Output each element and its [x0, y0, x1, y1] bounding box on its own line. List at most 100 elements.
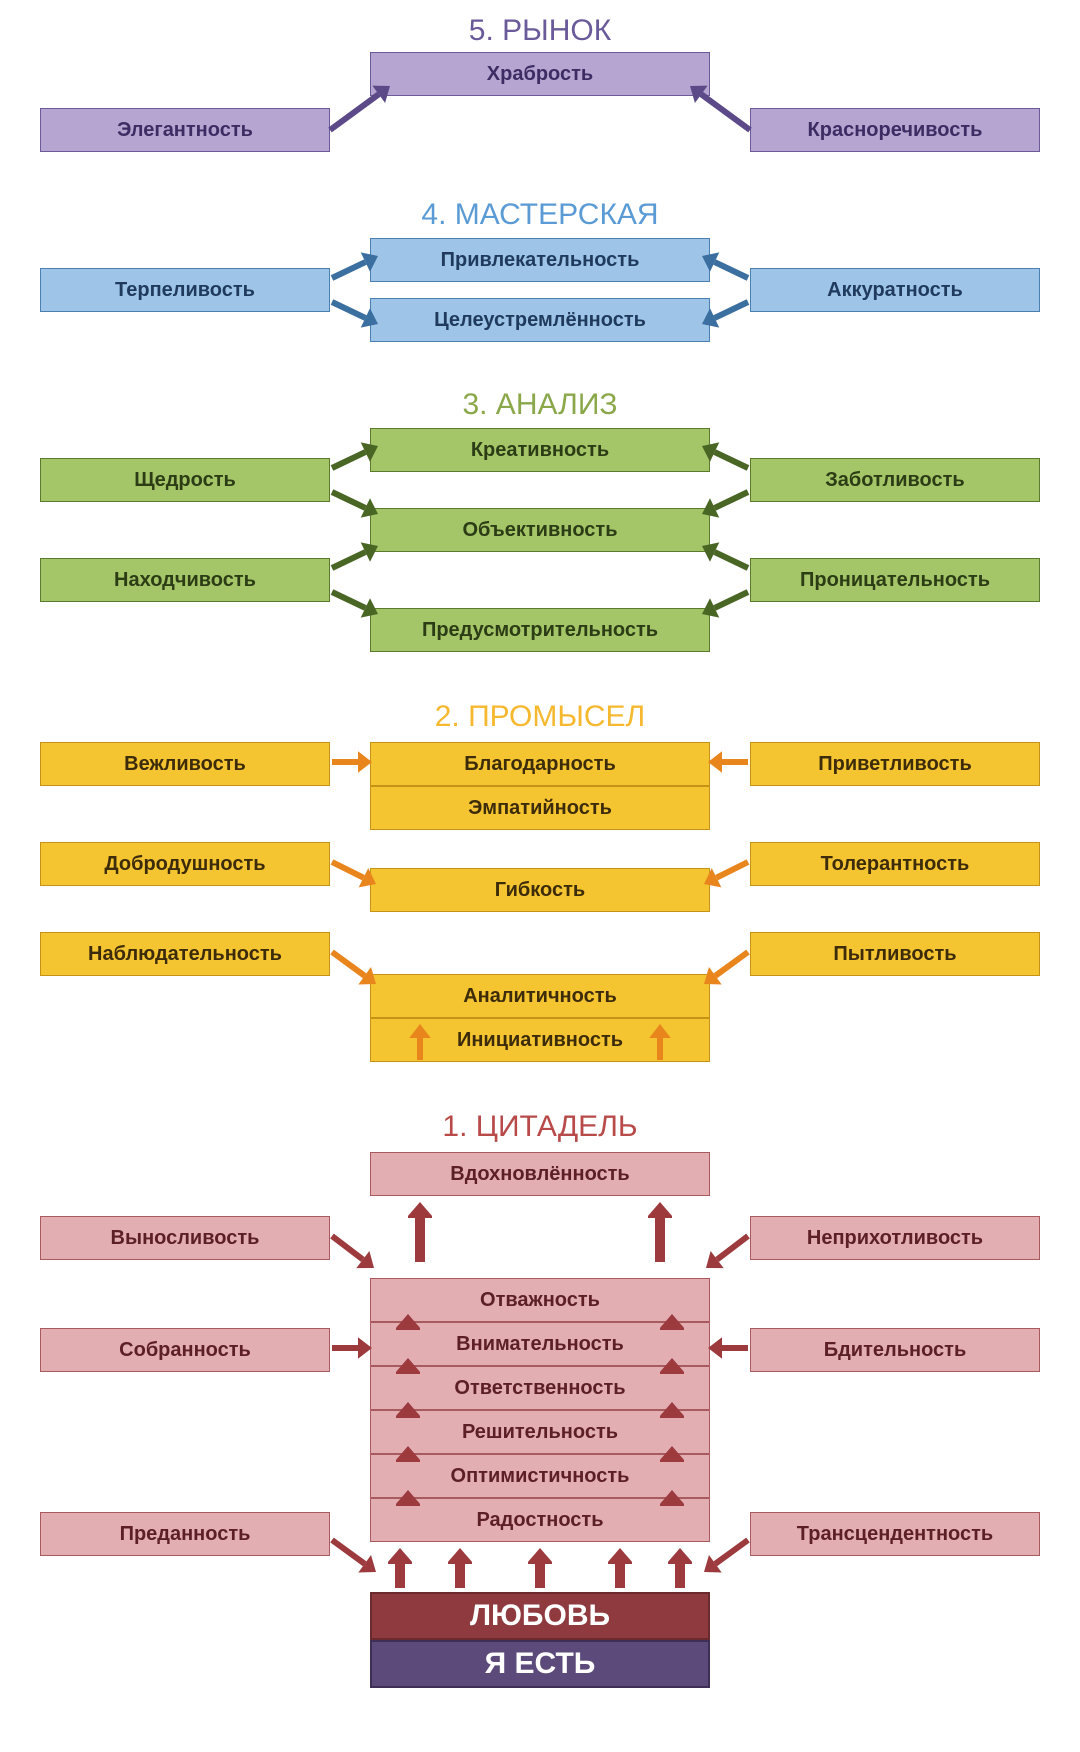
arrow [320, 1224, 386, 1280]
s5-title: 5. РЫНОК [0, 14, 1080, 48]
arrow [320, 940, 388, 996]
arrow [528, 1536, 552, 1600]
s2-mid-0-0: Благодарность [370, 742, 710, 786]
arrow [690, 290, 760, 336]
arrow [396, 1302, 420, 1342]
arrow [678, 74, 762, 142]
s3-mid-2-label: Объективность [463, 519, 618, 542]
s2-right-0-label: Приветливость [818, 753, 972, 776]
s5-left-1-label: Элегантность [117, 119, 253, 142]
arrow [660, 1346, 684, 1386]
s4-right-1-label: Аккуратность [827, 279, 963, 302]
s1-right-4: Трансцендентность [750, 1512, 1040, 1556]
arrow [696, 750, 760, 774]
s2-right-2: Пытливость [750, 932, 1040, 976]
s2-mid-1: Гибкость [370, 868, 710, 912]
arrow [318, 74, 402, 142]
s2-mid-0-0-label: Благодарность [464, 753, 616, 776]
s1-mid-2-1: Внимательность [370, 1322, 710, 1366]
s1-right-1: Неприхотливость [750, 1216, 1040, 1260]
s4-mid-2: Целеустремлённость [370, 298, 710, 342]
arrow [690, 434, 760, 480]
s5-right-1: Красноречивость [750, 108, 1040, 152]
arrow [396, 1434, 420, 1474]
arrow [320, 480, 390, 526]
arrow [692, 1528, 760, 1584]
arrow [668, 1536, 692, 1600]
arrow [690, 480, 760, 526]
s3-right-3: Проницательность [750, 558, 1040, 602]
arrow [648, 1190, 672, 1274]
s1-title: 1. ЦИТАДЕЛЬ [0, 1110, 1080, 1144]
s3-left-1-label: Щедрость [134, 469, 236, 492]
s2-left-0: Вежливость [40, 742, 330, 786]
arrow [320, 534, 390, 580]
s3-left-3-label: Находчивость [114, 569, 256, 592]
s3-mid-2: Объективность [370, 508, 710, 552]
s2-right-1: Толерантность [750, 842, 1040, 886]
arrow [692, 850, 760, 896]
s3-right-3-label: Проницательность [800, 569, 990, 592]
s4-mid-0: Привлекательность [370, 238, 710, 282]
s3-right-1: Заботливость [750, 458, 1040, 502]
s3-mid-0: Креативность [370, 428, 710, 472]
arrow [320, 290, 390, 336]
s2-mid-0-1: Эмпатийность [370, 786, 710, 830]
s1-mid-2-5-label: Радостность [476, 1509, 603, 1532]
arrow [396, 1346, 420, 1386]
s4-mid-2-label: Целеустремлённость [434, 309, 646, 332]
s4-mid-0-label: Привлекательность [441, 249, 640, 272]
arrow [320, 244, 390, 290]
arrow [320, 750, 384, 774]
s1-mid-0-label: Вдохновлённость [450, 1163, 629, 1186]
arrow [408, 1012, 432, 1072]
arrow [396, 1478, 420, 1518]
s3-left-1: Щедрость [40, 458, 330, 502]
s5-mid-0: Храбрость [370, 52, 710, 96]
s1-right-4-label: Трансцендентность [797, 1523, 993, 1546]
s4-left-1-label: Терпеливость [115, 279, 255, 302]
s1-mid-2-1-label: Внимательность [456, 1333, 624, 1356]
s1-left-4: Преданность [40, 1512, 330, 1556]
s1-mid-2-0-label: Отважность [480, 1289, 600, 1312]
s2-right-0: Приветливость [750, 742, 1040, 786]
s1-left-1-label: Выносливость [111, 1227, 260, 1250]
s1-mid-2-3-label: Решительность [462, 1421, 618, 1444]
s4-left-1: Терпеливость [40, 268, 330, 312]
s5-left-1: Элегантность [40, 108, 330, 152]
s2-mid-2-0-label: Аналитичность [463, 985, 617, 1008]
arrow [660, 1302, 684, 1342]
s2-left-1-label: Добродушность [104, 853, 265, 876]
s2-title: 2. ПРОМЫСЕЛ [0, 700, 1080, 734]
s2-left-0-label: Вежливость [124, 753, 246, 776]
arrow [320, 1528, 388, 1584]
s1-mid-2-0: Отважность [370, 1278, 710, 1322]
s1-left-1: Выносливость [40, 1216, 330, 1260]
s2-left-2-label: Наблюдательность [88, 943, 282, 966]
s1-mid-2-2-label: Ответственность [454, 1377, 625, 1400]
s1-mid-2-4: Оптимистичность [370, 1454, 710, 1498]
s4-right-1: Аккуратность [750, 268, 1040, 312]
arrow [660, 1434, 684, 1474]
arrow [320, 850, 388, 896]
arrow [696, 1336, 760, 1360]
arrow [692, 940, 760, 996]
arrow [660, 1390, 684, 1430]
s2-mid-0-1-label: Эмпатийность [468, 797, 612, 820]
s3-mid-4-label: Предусмотрительность [422, 619, 658, 642]
s4-title: 4. МАСТЕРСКАЯ [0, 198, 1080, 232]
s2-right-1-label: Толерантность [821, 853, 970, 876]
s3-title: 3. АНАЛИЗ [0, 388, 1080, 422]
s1-left-3: Собранность [40, 1328, 330, 1372]
s1-right-3: Бдительность [750, 1328, 1040, 1372]
s2-left-1: Добродушность [40, 842, 330, 886]
s1-left-4-label: Преданность [120, 1523, 251, 1546]
s2-mid-2-1-label: Инициативность [457, 1029, 623, 1052]
s1-mid-2-3: Решительность [370, 1410, 710, 1454]
s3-mid-4: Предусмотрительность [370, 608, 710, 652]
arrow [320, 1336, 384, 1360]
s2-right-2-label: Пытливость [833, 943, 956, 966]
s1-right-1-label: Неприхотливость [807, 1227, 983, 1250]
s5-right-1-label: Красноречивость [808, 119, 983, 142]
arrow [396, 1390, 420, 1430]
